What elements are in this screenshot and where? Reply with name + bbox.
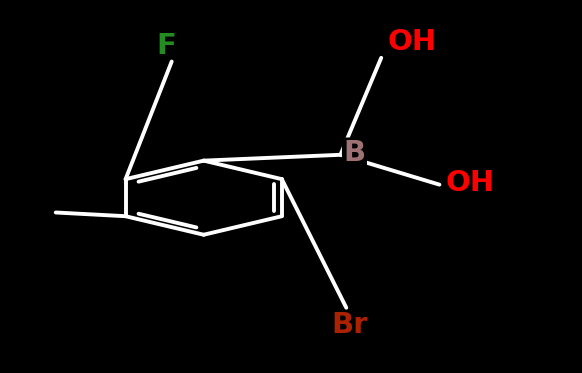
Text: OH: OH	[445, 169, 494, 197]
Text: Br: Br	[331, 311, 367, 339]
Text: OH: OH	[387, 28, 436, 56]
Text: F: F	[156, 32, 176, 60]
Text: B: B	[343, 139, 365, 167]
